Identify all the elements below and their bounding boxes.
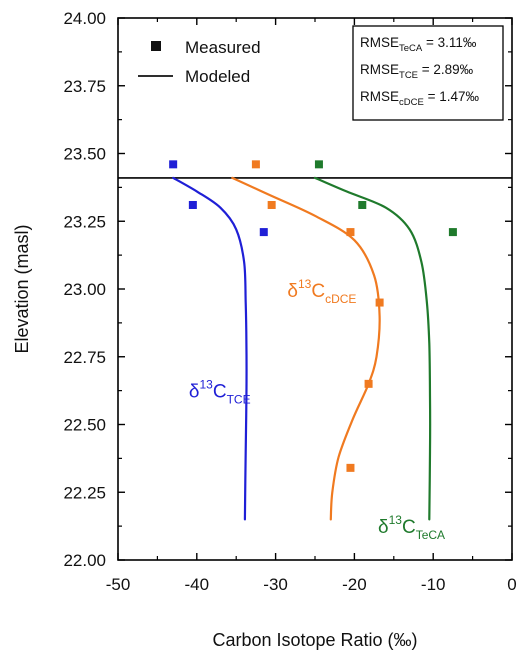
series-label-delta: δ	[378, 517, 389, 538]
modeled-curve-cdce	[231, 176, 381, 521]
modeled-curve-teca	[313, 176, 432, 521]
rmse-entry: RMSEcDCE = 1.47‰	[360, 89, 479, 108]
measured-point-tce	[259, 228, 268, 237]
y-tick-label: 23.25	[63, 212, 106, 231]
measured-point-teca	[448, 228, 457, 237]
y-tick-label: 23.50	[63, 145, 106, 164]
measured-point-cdce	[267, 200, 276, 209]
rmse-value: = 2.89‰	[418, 62, 474, 77]
rmse-sub: TCE	[399, 70, 418, 81]
measured-point-tce	[188, 200, 197, 209]
series-label-sup: 13	[389, 513, 403, 527]
series-label-main: C	[402, 517, 416, 538]
series-label-sub: cDCE	[325, 292, 356, 306]
series-label-main: C	[213, 381, 227, 402]
x-tick-label: -20	[342, 575, 367, 594]
x-tick-label: -40	[185, 575, 210, 594]
y-tick-label: 22.50	[63, 416, 106, 435]
rmse-entry: RMSETCE = 2.89‰	[360, 62, 474, 81]
measured-point-teca	[358, 200, 367, 209]
y-tick-label: 24.00	[63, 9, 106, 28]
measured-point-cdce	[375, 298, 384, 307]
legend-label-measured: Measured	[185, 38, 261, 57]
measured-point-cdce	[251, 160, 260, 169]
y-tick-label: 22.00	[63, 551, 106, 570]
y-tick-label: 23.75	[63, 77, 106, 96]
measured-point-cdce	[364, 379, 373, 388]
series-label-sub: TeCA	[416, 528, 445, 542]
series-label-sup: 13	[298, 277, 312, 291]
rmse-prefix: RMSE	[360, 89, 399, 104]
rmse-value: = 3.11‰	[422, 35, 477, 50]
y-tick-label: 22.75	[63, 348, 106, 367]
x-axis-title: Carbon Isotope Ratio (‰)	[212, 630, 417, 650]
rmse-sub: cDCE	[399, 97, 424, 108]
rmse-entry: RMSETeCA = 3.11‰	[360, 35, 477, 54]
x-tick-label: 0	[507, 575, 516, 594]
series-label-delta: δ	[189, 381, 200, 402]
x-tick-label: -50	[106, 575, 131, 594]
series-label-main: C	[311, 281, 325, 302]
modeled-curve-tce	[172, 176, 248, 521]
measured-point-cdce	[346, 463, 355, 472]
series-label-sub: TCE	[227, 392, 251, 406]
measured-point-tce	[169, 160, 178, 169]
y-axis-title: Elevation (masl)	[12, 224, 32, 353]
series-label-tce: δ13CTCE	[189, 377, 251, 406]
series-label-delta: δ	[287, 281, 298, 302]
rmse-prefix: RMSE	[360, 62, 399, 77]
series-label-sup: 13	[199, 377, 213, 391]
x-tick-label: -10	[421, 575, 446, 594]
rmse-value: = 1.47‰	[424, 89, 480, 104]
rmse-box	[352, 25, 504, 121]
rmse-sub: TeCA	[399, 43, 423, 54]
y-tick-label: 23.00	[63, 280, 106, 299]
series-label-teca: δ13CTeCA	[378, 513, 445, 542]
x-tick-label: -30	[263, 575, 288, 594]
rmse-prefix: RMSE	[360, 35, 399, 50]
measured-point-cdce	[346, 228, 355, 237]
legend-marker-measured	[151, 41, 161, 51]
measured-point-teca	[314, 160, 323, 169]
series-label-cdce: δ13CcDCE	[287, 277, 356, 306]
y-tick-label: 22.25	[63, 483, 106, 502]
legend-label-modeled: Modeled	[185, 67, 250, 86]
